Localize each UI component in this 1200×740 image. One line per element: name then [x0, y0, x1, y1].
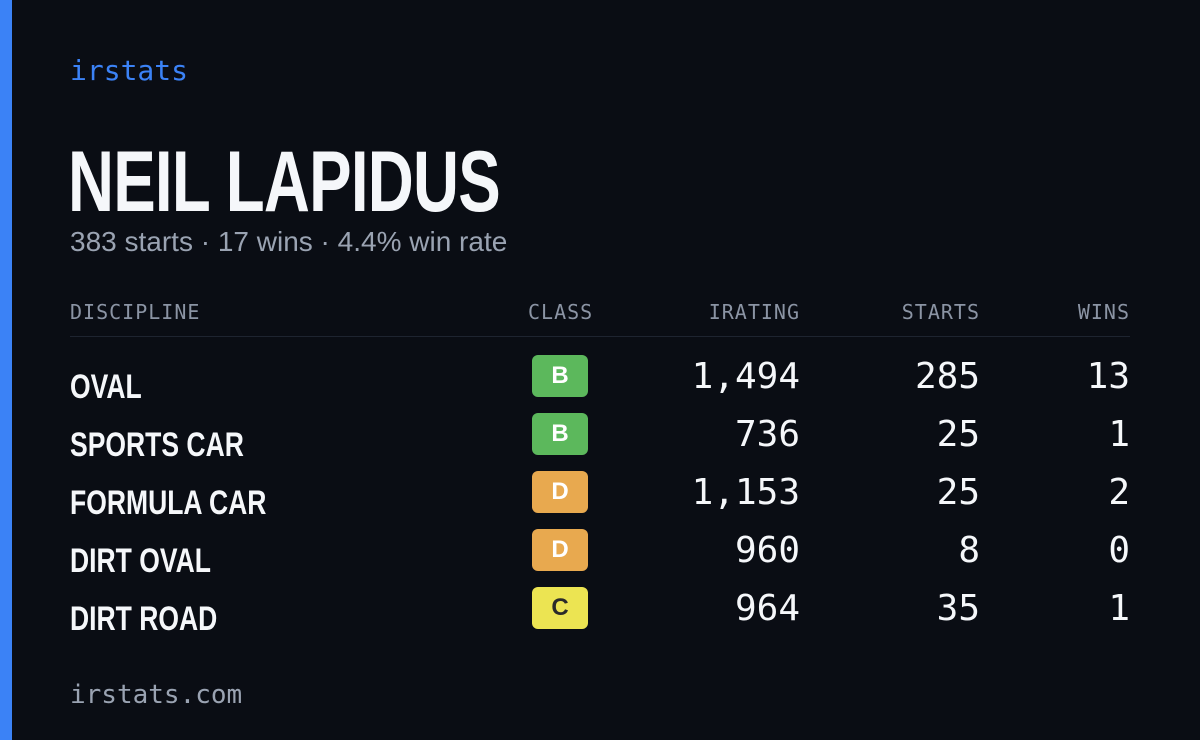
irating-value: 964	[734, 588, 800, 629]
driver-summary: 383 starts · 17 wins · 4.4% win rate	[70, 226, 508, 257]
footer-url: irstats.com	[70, 680, 243, 710]
header-wins: WINS	[1077, 300, 1130, 324]
irating-value: 736	[734, 414, 800, 455]
wins-value: 0	[1108, 530, 1130, 571]
starts-value: 25	[936, 414, 980, 455]
wins-value: 1	[1108, 414, 1130, 455]
table-row: DIRT OVAL D 960 8 0	[70, 527, 1130, 585]
discipline-label: FORMULA CAR	[70, 484, 267, 522]
wins-value: 2	[1108, 472, 1130, 513]
header-irating: IRATING	[708, 300, 800, 324]
brand-logo: irstats	[70, 54, 189, 87]
starts-value: 285	[914, 356, 980, 397]
table-row: FORMULA CAR D 1,153 25 2	[70, 469, 1130, 527]
class-badge: B	[532, 413, 588, 455]
class-badge: D	[532, 529, 588, 571]
discipline-label: DIRT OVAL	[70, 542, 211, 580]
starts-value: 8	[958, 530, 980, 571]
discipline-label: SPORTS CAR	[70, 426, 244, 464]
table-header: DISCIPLINE CLASS IRATING STARTS WINS	[70, 296, 1130, 337]
irating-value: 960	[734, 530, 800, 571]
class-badge: D	[532, 471, 588, 513]
accent-bar	[0, 0, 12, 740]
table-row: SPORTS CAR B 736 25 1	[70, 411, 1130, 469]
irating-value: 1,153	[691, 472, 800, 513]
table-body: OVAL B 1,494 285 13 SPORTS CAR B 736 25 …	[70, 353, 1130, 643]
header-class: CLASS	[528, 300, 594, 324]
class-badge: C	[532, 587, 588, 629]
header-discipline: DISCIPLINE	[70, 300, 201, 324]
wins-value: 1	[1108, 588, 1130, 629]
table-row: DIRT ROAD C 964 35 1	[70, 585, 1130, 643]
class-badge: B	[532, 355, 588, 397]
wins-value: 13	[1086, 356, 1130, 397]
discipline-table: DISCIPLINE CLASS IRATING STARTS WINS OVA…	[70, 296, 1130, 643]
table-row: OVAL B 1,494 285 13	[70, 353, 1130, 411]
driver-name: NEIL LAPIDUS	[68, 134, 501, 230]
starts-value: 25	[936, 472, 980, 513]
starts-value: 35	[936, 588, 980, 629]
header-starts: STARTS	[901, 300, 980, 324]
discipline-label: OVAL	[70, 368, 142, 406]
irating-value: 1,494	[691, 356, 800, 397]
discipline-label: DIRT ROAD	[70, 600, 218, 638]
